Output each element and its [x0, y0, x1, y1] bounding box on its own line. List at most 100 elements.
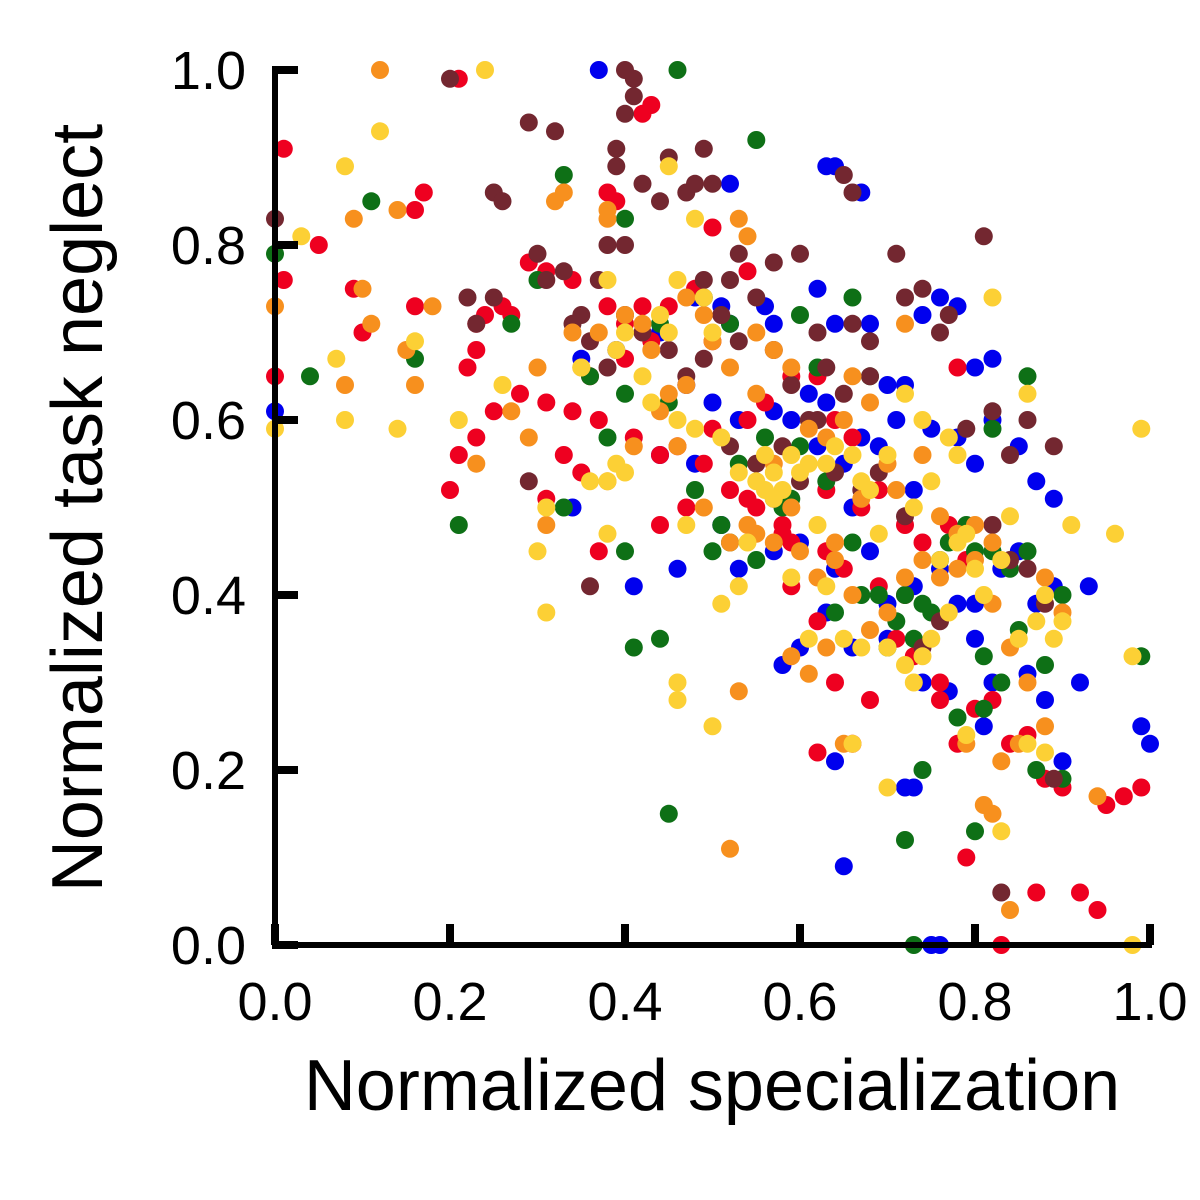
data-point: [651, 446, 669, 464]
y-tick-label: 0.2: [171, 741, 246, 801]
data-point: [817, 358, 836, 377]
data-point: [441, 481, 459, 499]
data-point: [799, 454, 818, 473]
data-point: [414, 183, 433, 202]
data-point: [817, 638, 836, 657]
data-point: [861, 367, 879, 386]
data-point: [878, 446, 897, 464]
data-point: [1123, 647, 1142, 666]
data-point: [563, 323, 582, 342]
data-point: [729, 577, 748, 596]
data-point: [449, 516, 468, 534]
y-tick-label: 0.4: [171, 566, 246, 626]
data-point: [458, 288, 477, 307]
data-point: [406, 297, 424, 316]
data-point: [406, 201, 424, 219]
data-point: [694, 306, 713, 324]
data-point: [703, 393, 722, 412]
data-point: [799, 419, 818, 438]
data-point: [869, 586, 888, 604]
data-point: [834, 411, 853, 429]
data-point: [449, 411, 468, 429]
data-point: [843, 183, 862, 202]
data-point: [791, 542, 809, 561]
data-point: [616, 209, 634, 228]
data-point: [694, 454, 713, 473]
data-point: [642, 96, 661, 114]
data-point: [747, 288, 766, 307]
data-point: [642, 341, 661, 359]
data-point: [974, 647, 993, 666]
data-point: [948, 358, 967, 377]
data-point: [747, 131, 766, 149]
data-point: [896, 586, 914, 604]
data-point: [843, 288, 862, 307]
data-point: [799, 629, 818, 648]
data-point: [957, 419, 976, 438]
data-point: [668, 271, 687, 289]
data-point: [817, 454, 836, 473]
y-tick-label: 0.8: [171, 216, 246, 276]
data-point: [493, 192, 512, 211]
x-tick-label: 0.2: [412, 972, 487, 1032]
data-point: [668, 437, 687, 456]
data-point: [703, 323, 722, 342]
data-point: [721, 481, 739, 499]
data-point: [616, 61, 634, 79]
data-point: [721, 174, 739, 193]
data-point: [668, 411, 687, 429]
data-point: [834, 857, 853, 876]
data-point: [782, 647, 801, 666]
data-point: [721, 271, 739, 289]
data-point: [791, 306, 809, 324]
data-point: [992, 551, 1011, 569]
data-point: [878, 638, 897, 657]
data-point: [589, 411, 608, 429]
data-point: [668, 61, 687, 79]
data-point: [1106, 524, 1124, 543]
data-point: [371, 122, 389, 141]
data-point: [729, 209, 748, 228]
data-point: [598, 524, 617, 543]
data-point: [782, 358, 801, 377]
data-point: [484, 288, 503, 307]
data-point: [974, 227, 993, 246]
data-point: [616, 542, 634, 561]
data-point: [651, 629, 669, 648]
data-point: [1044, 769, 1063, 788]
data-point: [939, 428, 958, 447]
data-point: [274, 271, 293, 289]
data-point: [843, 428, 862, 447]
data-point: [694, 271, 713, 289]
data-point: [686, 174, 704, 193]
data-point: [983, 533, 1002, 552]
data-point: [782, 411, 801, 429]
data-point: [1001, 446, 1019, 464]
data-point: [519, 472, 538, 491]
data-point: [861, 481, 879, 499]
data-point: [913, 411, 932, 429]
data-point: [843, 446, 862, 464]
data-point: [904, 481, 923, 499]
data-point: [668, 673, 687, 692]
x-tick-label: 1.0: [1112, 972, 1187, 1032]
data-point: [729, 559, 748, 578]
data-point: [826, 437, 844, 456]
data-point: [616, 463, 634, 482]
data-point: [537, 603, 556, 622]
data-point: [703, 717, 722, 736]
data-point: [1044, 629, 1063, 648]
data-point: [467, 314, 486, 333]
data-point: [966, 454, 984, 473]
data-point: [1114, 787, 1133, 806]
data-point: [992, 752, 1011, 771]
data-point: [624, 577, 643, 596]
data-point: [721, 839, 739, 858]
data-point: [703, 218, 722, 237]
data-point: [537, 393, 556, 412]
data-point: [1071, 673, 1089, 692]
data-point: [1036, 656, 1054, 674]
data-point: [913, 446, 932, 464]
data-point: [861, 332, 879, 351]
data-point: [1132, 778, 1151, 797]
